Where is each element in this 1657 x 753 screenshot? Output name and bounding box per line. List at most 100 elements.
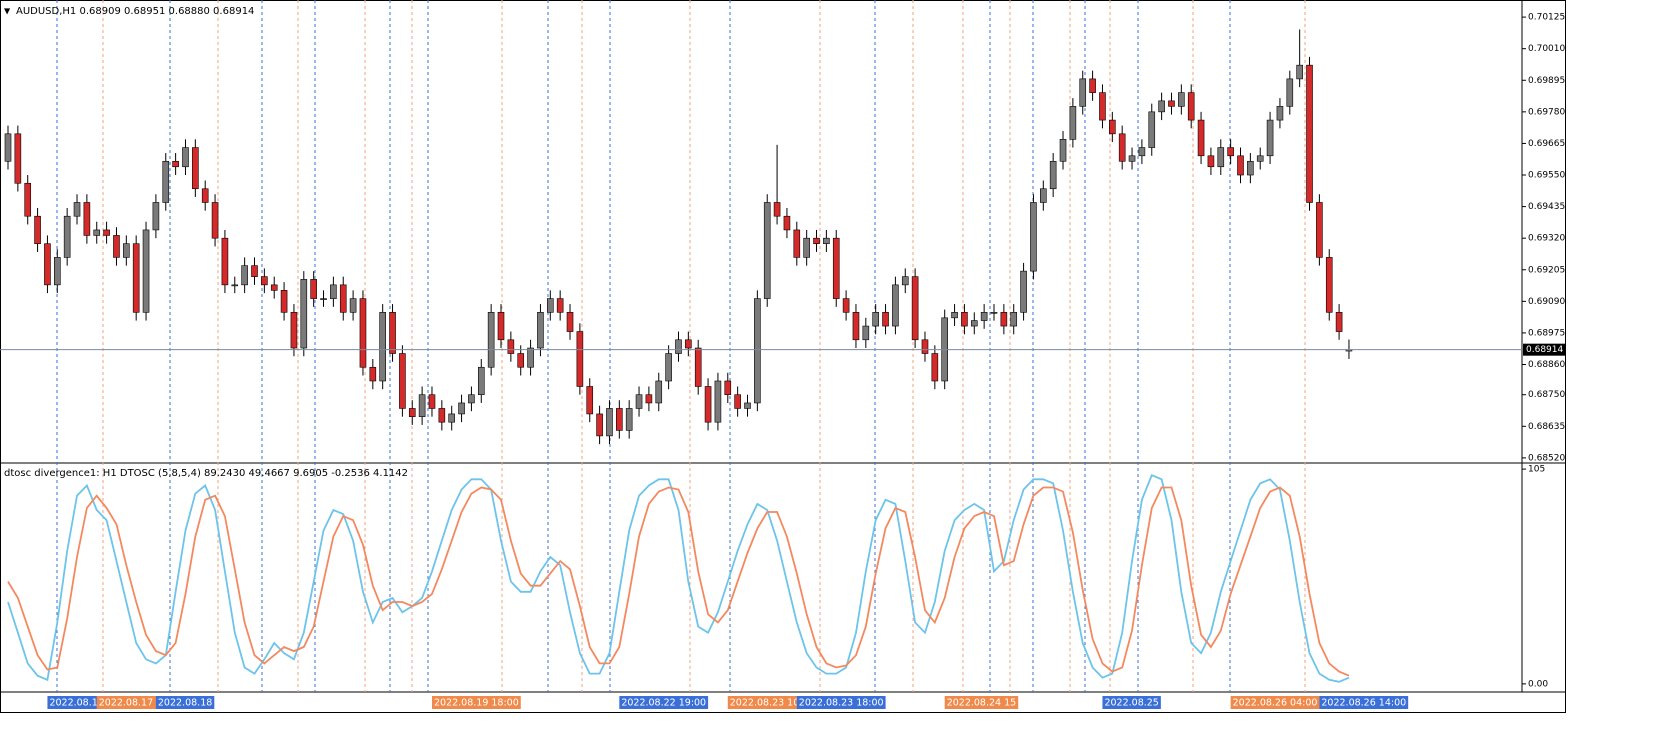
time-label: 2022.08.22 19:00 bbox=[621, 698, 706, 709]
y-tick-label: 0.68975 bbox=[1528, 328, 1565, 338]
candle-body bbox=[14, 133, 22, 184]
candle-body bbox=[645, 394, 653, 404]
candle-body bbox=[1099, 92, 1106, 121]
candle-body bbox=[1010, 312, 1018, 327]
y-tick-label: 0.69550 bbox=[1528, 171, 1565, 181]
candle-body bbox=[1237, 155, 1244, 176]
candle-body bbox=[438, 408, 446, 423]
candle-body bbox=[951, 312, 958, 319]
candle-body bbox=[132, 243, 140, 313]
candle-body bbox=[754, 298, 761, 404]
candle-body bbox=[862, 325, 870, 341]
candle-body bbox=[152, 202, 160, 231]
time-label-box bbox=[47, 696, 106, 709]
candle-body bbox=[172, 160, 179, 168]
time-label-box bbox=[431, 696, 521, 709]
candle-body bbox=[44, 243, 51, 286]
candle-body bbox=[211, 202, 219, 239]
time-label: 2022.08.23 18:00 bbox=[799, 698, 884, 709]
candle-body bbox=[1286, 78, 1294, 107]
candle-body bbox=[379, 312, 386, 382]
y-tick-label: 0.69320 bbox=[1528, 234, 1565, 244]
oscillator-line bbox=[7, 474, 1350, 683]
time-label: 2022.08.24 15 bbox=[947, 698, 1017, 709]
candle-body bbox=[1020, 270, 1027, 313]
y-tick-label: 105 bbox=[1528, 465, 1545, 475]
candle-body bbox=[497, 312, 505, 341]
time-label: 2022.08.26 14:00 bbox=[1321, 698, 1406, 709]
candle-body bbox=[813, 237, 820, 244]
time-label: 2022.08.18 bbox=[158, 698, 212, 709]
candle-body bbox=[990, 312, 998, 314]
candle-body bbox=[1276, 106, 1284, 121]
candle-body bbox=[882, 312, 889, 327]
frame bbox=[0, 0, 1566, 713]
candle-body bbox=[842, 298, 850, 313]
candle-body bbox=[1030, 202, 1037, 272]
candle-body bbox=[1089, 78, 1096, 93]
candle-body bbox=[477, 366, 485, 396]
candle-body bbox=[162, 160, 170, 203]
candle-body bbox=[714, 380, 722, 423]
y-tick-label: 0.68860 bbox=[1528, 360, 1565, 370]
candle-body bbox=[1296, 64, 1303, 80]
candle-body bbox=[4, 133, 12, 162]
candle-body bbox=[399, 353, 406, 409]
candle-body bbox=[320, 298, 327, 300]
candle-body bbox=[911, 276, 919, 341]
candle-body bbox=[1207, 155, 1215, 168]
y-tick-label: 0.00 bbox=[1528, 679, 1548, 689]
candle-body bbox=[694, 347, 702, 387]
indicator-title: dtosc divergence1: H1 DTOSC (5,8,5,4) 89… bbox=[4, 468, 408, 479]
candle-body bbox=[1168, 100, 1175, 107]
candle-body bbox=[665, 353, 672, 382]
candle-body bbox=[635, 394, 643, 409]
candle-body bbox=[921, 339, 929, 354]
oscillator-line bbox=[7, 486, 1350, 677]
candle-body bbox=[1158, 100, 1165, 113]
candle-body bbox=[606, 408, 613, 437]
candle-body bbox=[1079, 78, 1087, 107]
y-tick-label: 0.69205 bbox=[1528, 265, 1565, 275]
candle-body bbox=[300, 279, 308, 349]
candle-body bbox=[507, 339, 515, 354]
candle-body bbox=[1335, 312, 1343, 332]
candle-body bbox=[389, 312, 396, 354]
candle-body bbox=[428, 394, 436, 409]
candle-body bbox=[261, 276, 268, 286]
candle-body bbox=[704, 386, 712, 423]
candle-body bbox=[1187, 92, 1195, 121]
candle-body bbox=[1059, 139, 1067, 162]
candle-body bbox=[724, 380, 732, 396]
candle-body bbox=[566, 312, 574, 332]
candle-body bbox=[1247, 160, 1254, 176]
candle-body bbox=[1306, 64, 1313, 203]
candle-body bbox=[34, 215, 41, 244]
time-label: 2022.08.19 18:00 bbox=[434, 698, 519, 709]
candle-body bbox=[1040, 188, 1047, 203]
candle-body bbox=[468, 394, 475, 404]
candle-body bbox=[1256, 155, 1264, 162]
candle-body bbox=[53, 257, 61, 286]
candle-body bbox=[625, 408, 633, 431]
candle-body bbox=[961, 312, 968, 327]
candle-body bbox=[1109, 119, 1116, 135]
candle-body bbox=[803, 237, 810, 258]
candle-body bbox=[1217, 147, 1225, 168]
time-label: 2022.08.17 bbox=[49, 698, 103, 709]
candle-body bbox=[546, 298, 554, 313]
last-price-box bbox=[1523, 343, 1565, 356]
candle-body bbox=[793, 229, 801, 258]
candle-body bbox=[201, 188, 209, 203]
candle-body bbox=[251, 265, 258, 277]
y-tick-label: 0.68635 bbox=[1528, 422, 1565, 432]
candle-body bbox=[1266, 119, 1274, 157]
candle-body bbox=[576, 331, 584, 387]
candle-body bbox=[980, 312, 988, 321]
candle-body bbox=[182, 147, 189, 168]
y-tick-label: 0.68750 bbox=[1528, 390, 1565, 400]
time-label-box bbox=[1230, 696, 1320, 709]
candle-body bbox=[517, 353, 525, 368]
